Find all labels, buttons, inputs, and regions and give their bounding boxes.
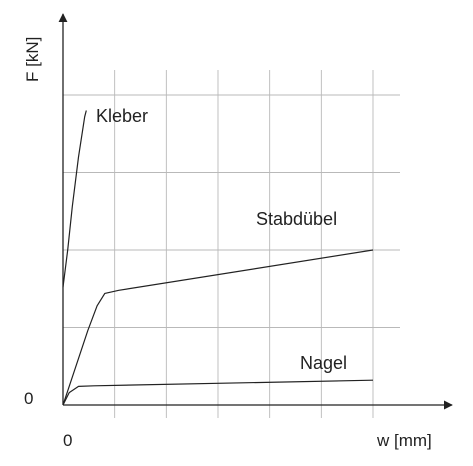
series-line-kleber bbox=[62, 110, 87, 288]
y-origin-label: 0 bbox=[24, 389, 33, 408]
series-label-kleber: Kleber bbox=[96, 106, 148, 126]
grid-lines bbox=[63, 70, 400, 418]
series-label-nagel: Nagel bbox=[300, 353, 347, 373]
series-line-nagel bbox=[62, 379, 374, 406]
x-origin-label: 0 bbox=[63, 431, 72, 450]
series-label-stabdubel: Stabdübel bbox=[256, 209, 337, 229]
x-axis-label: w [mm] bbox=[376, 431, 432, 450]
series-lines bbox=[62, 110, 374, 406]
series-line-stabd-bel bbox=[62, 249, 374, 406]
y-axis-label: F [kN] bbox=[23, 37, 42, 82]
